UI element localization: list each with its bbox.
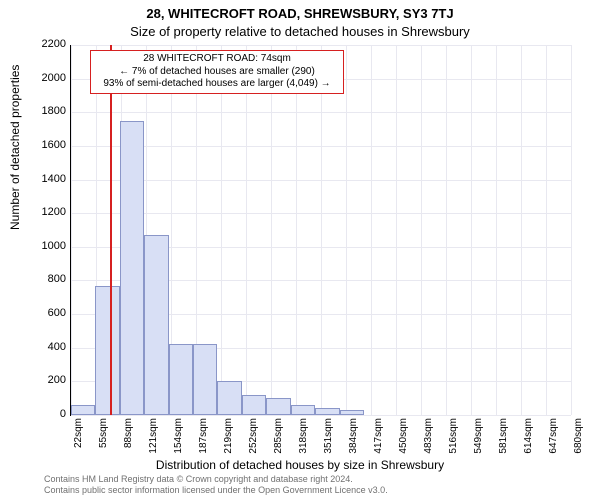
footer-attribution: Contains HM Land Registry data © Crown c… [44,474,388,496]
gridline-v [396,45,397,415]
histogram-bar [169,344,193,415]
y-tick-label: 1800 [26,105,66,117]
x-tick-label: 647sqm [548,418,559,468]
x-tick-label: 219sqm [223,418,234,468]
x-tick-label: 516sqm [448,418,459,468]
histogram-bar [120,121,144,415]
y-tick-label: 600 [26,307,66,319]
x-tick-label: 252sqm [248,418,259,468]
x-tick-label: 417sqm [373,418,384,468]
gridline-v [221,45,222,415]
y-axis-label: Number of detached properties [8,65,22,230]
page-subtitle: Size of property relative to detached ho… [0,24,600,39]
y-tick-label: 2000 [26,72,66,84]
y-tick-label: 0 [26,408,66,420]
x-tick-label: 351sqm [323,418,334,468]
x-tick-label: 614sqm [523,418,534,468]
annotation-line-3: 93% of semi-detached houses are larger (… [95,78,339,91]
y-tick-label: 1400 [26,173,66,185]
histogram-bar [315,408,339,415]
histogram-bar [71,405,95,415]
x-tick-label: 318sqm [298,418,309,468]
y-tick-label: 200 [26,374,66,386]
x-tick-label: 581sqm [498,418,509,468]
y-tick-label: 800 [26,273,66,285]
histogram-bar [217,381,241,415]
x-tick-label: 680sqm [573,418,584,468]
gridline-v [296,45,297,415]
x-tick-label: 121sqm [148,418,159,468]
histogram-bar [266,398,290,415]
y-tick-label: 400 [26,341,66,353]
gridline-v [546,45,547,415]
x-tick-label: 22sqm [73,418,84,468]
histogram-plot [70,45,571,416]
annotation-line-2: ← 7% of detached houses are smaller (290… [95,66,339,79]
gridline-v [321,45,322,415]
histogram-bar [193,344,217,415]
x-tick-label: 55sqm [98,418,109,468]
gridline-v [496,45,497,415]
footer-line-2: Contains public sector information licen… [44,485,388,496]
x-tick-label: 450sqm [398,418,409,468]
gridline-v [371,45,372,415]
gridline-v [471,45,472,415]
gridline-v [571,45,572,415]
page-title: 28, WHITECROFT ROAD, SHREWSBURY, SY3 7TJ [0,6,600,21]
gridline-v [246,45,247,415]
gridline-v [421,45,422,415]
x-tick-label: 549sqm [473,418,484,468]
gridline-v [271,45,272,415]
annotation-line-1: 28 WHITECROFT ROAD: 74sqm [95,53,339,66]
gridline-h [71,415,571,416]
x-tick-label: 88sqm [123,418,134,468]
x-tick-label: 154sqm [173,418,184,468]
marker-annotation: 28 WHITECROFT ROAD: 74sqm ← 7% of detach… [90,50,344,94]
gridline-v [521,45,522,415]
gridline-v [446,45,447,415]
histogram-bar [340,410,364,415]
y-tick-label: 2200 [26,38,66,50]
y-tick-label: 1000 [26,240,66,252]
footer-line-1: Contains HM Land Registry data © Crown c… [44,474,388,485]
histogram-bar [144,235,168,415]
histogram-bar [291,405,315,415]
x-tick-label: 483sqm [423,418,434,468]
x-tick-label: 285sqm [273,418,284,468]
y-tick-label: 1200 [26,206,66,218]
histogram-bar [95,286,119,416]
gridline-v [346,45,347,415]
y-tick-label: 1600 [26,139,66,151]
histogram-bar [242,395,266,415]
x-tick-label: 187sqm [198,418,209,468]
property-marker-line [110,45,112,415]
x-tick-label: 384sqm [348,418,359,468]
gridline-v [71,45,72,415]
